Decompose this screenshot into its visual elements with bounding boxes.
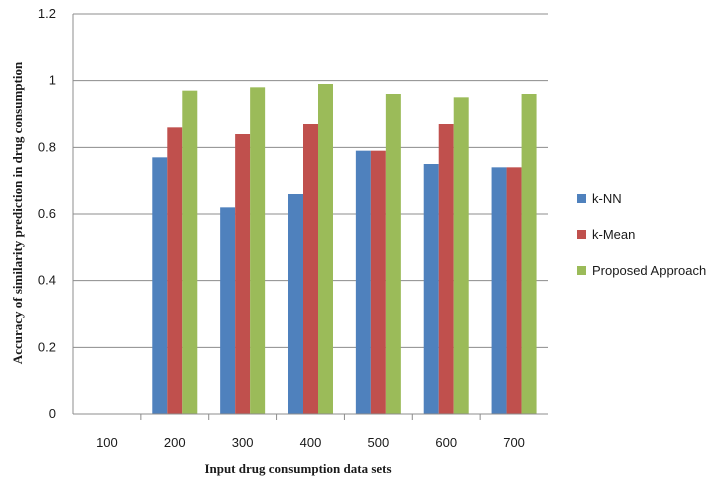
bar-proposed-approach bbox=[385, 94, 401, 414]
bar-proposed-approach bbox=[182, 90, 198, 415]
y-axis-title: Accuracy of similarity prediction in dru… bbox=[10, 61, 25, 364]
legend-swatch bbox=[577, 266, 586, 275]
bar-k-nn bbox=[288, 194, 303, 414]
y-tick-label: 0.6 bbox=[38, 206, 56, 221]
bar-k-nn bbox=[423, 164, 439, 414]
bar-proposed-approach bbox=[250, 87, 266, 414]
x-tick-labels: 100 200 300 400 500 600 700 bbox=[96, 435, 525, 450]
x-tick-label: 200 bbox=[164, 435, 186, 450]
x-axis-title: Input drug consumption data sets bbox=[204, 461, 391, 476]
bar-k-mean bbox=[235, 134, 251, 414]
x-tick-label: 300 bbox=[232, 435, 254, 450]
x-tick-label: 700 bbox=[503, 435, 525, 450]
bar-proposed-approach bbox=[318, 84, 333, 414]
y-tick-label: 0.8 bbox=[38, 139, 56, 154]
y-tick-label: 1 bbox=[49, 73, 56, 88]
legend-swatch bbox=[577, 194, 586, 203]
x-tick-label: 100 bbox=[96, 435, 118, 450]
y-tick-label: 0.2 bbox=[38, 339, 56, 354]
axes bbox=[72, 14, 548, 420]
bar-k-nn bbox=[220, 207, 236, 414]
x-tick-label: 400 bbox=[300, 435, 322, 450]
x-tick-label: 600 bbox=[435, 435, 457, 450]
bar-k-mean bbox=[370, 150, 386, 414]
y-tick-labels: 0 0.2 0.4 0.6 0.8 1 1.2 bbox=[38, 6, 56, 421]
bars bbox=[152, 84, 537, 415]
legend-label: Proposed Approach bbox=[592, 263, 706, 278]
bar-proposed-approach bbox=[521, 94, 537, 414]
x-tick-label: 500 bbox=[368, 435, 390, 450]
legend-swatch bbox=[577, 230, 586, 239]
y-tick-label: 0.4 bbox=[38, 273, 56, 288]
y-tick-label: 1.2 bbox=[38, 6, 56, 21]
bar-k-nn bbox=[152, 157, 168, 415]
legend-label: k-Mean bbox=[592, 227, 635, 242]
bar-k-mean bbox=[303, 124, 318, 414]
bar-k-mean bbox=[438, 124, 454, 414]
bar-k-nn bbox=[355, 150, 371, 414]
legend: k-NN k-Mean Proposed Approach bbox=[577, 191, 706, 278]
bar-k-mean bbox=[167, 127, 183, 414]
bar-k-mean bbox=[506, 167, 522, 414]
bar-k-nn bbox=[491, 167, 507, 414]
bar-proposed-approach bbox=[453, 97, 469, 414]
y-tick-label: 0 bbox=[49, 406, 56, 421]
legend-label: k-NN bbox=[592, 191, 622, 206]
